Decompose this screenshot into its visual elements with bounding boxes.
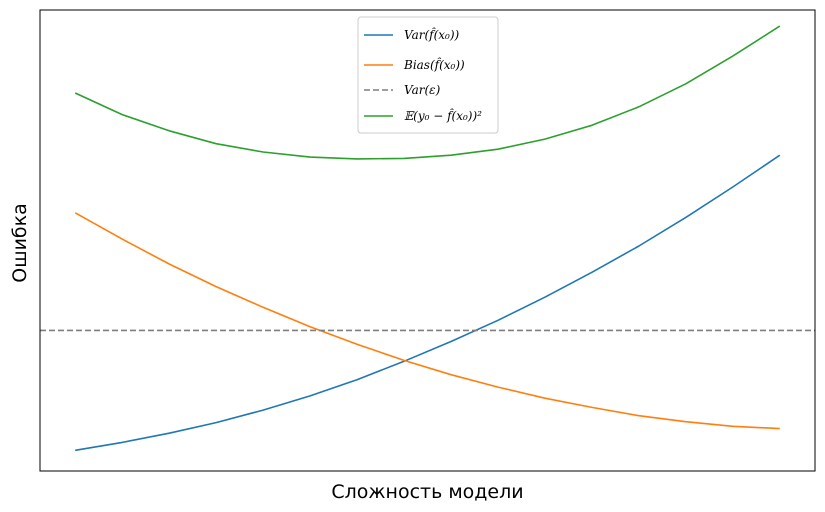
series-lines: [40, 25, 815, 452]
legend-label-2: Var(ε): [404, 83, 441, 97]
series-line-3: [74, 25, 781, 160]
legend-box: [357, 16, 499, 134]
legend-label-1: Bias(f̂(x₀)): [403, 56, 465, 72]
series-line-0: [75, 154, 781, 452]
legend: Var(f̂(x₀)) Bias(f̂(x₀)) Var(ε) 𝔼(y₀ − f̂(x…: [357, 16, 499, 134]
plot-frame: [39, 9, 816, 472]
series-line-1: [74, 212, 780, 430]
x-axis-label: Сложность модели: [331, 481, 523, 503]
legend-label-0: Var(f̂(x₀)): [404, 26, 460, 42]
y-axis-label: Ошибка: [9, 203, 31, 283]
legend-label-3: 𝔼(y₀ − f̂(x₀))²: [404, 107, 482, 123]
